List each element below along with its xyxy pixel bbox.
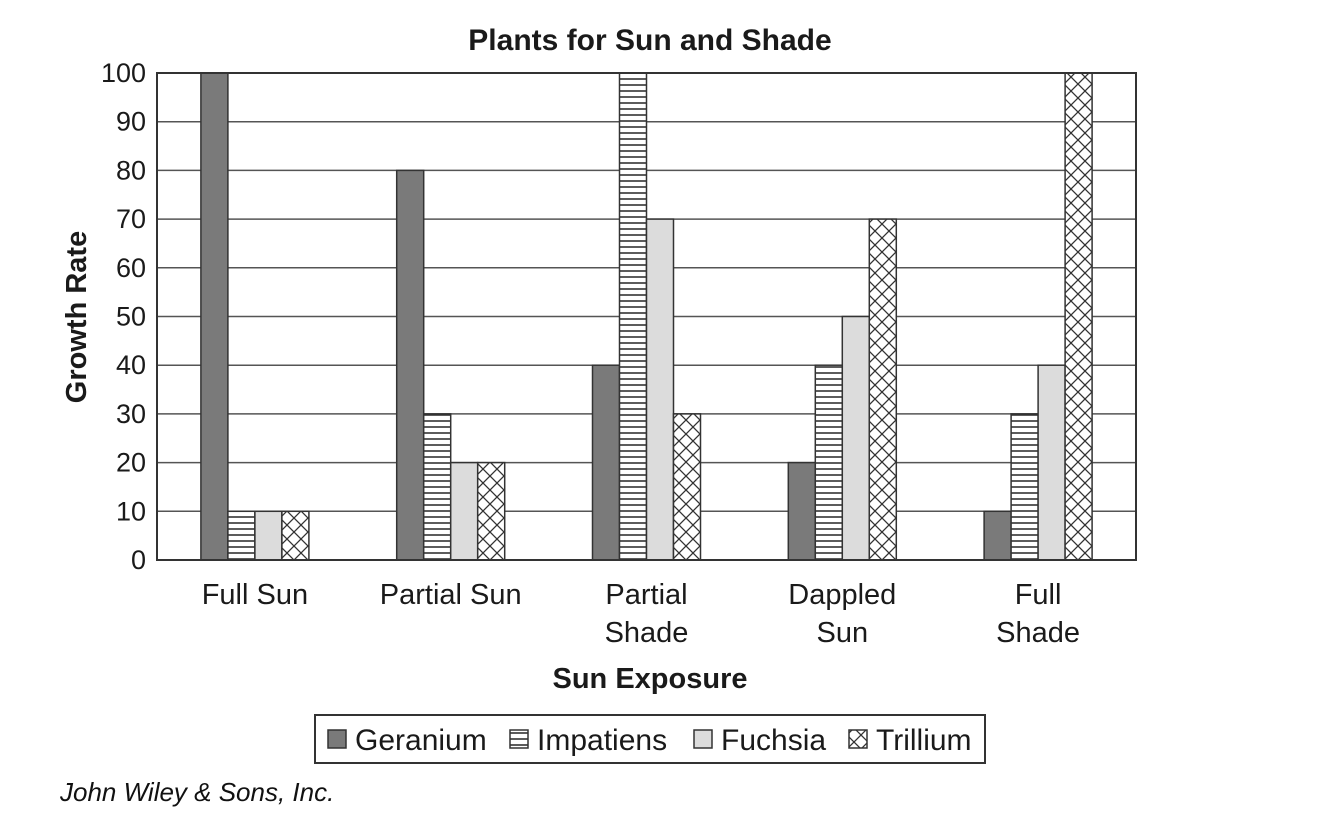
bar-geranium <box>787 461 817 561</box>
y-tick-label: 0 <box>131 545 146 575</box>
y-tick-label: 10 <box>116 496 146 526</box>
credit-line: John Wiley & Sons, Inc. <box>59 777 334 807</box>
legend-label-geranium: Geranium <box>355 724 487 757</box>
bar-impatiens <box>618 72 648 561</box>
x-tick-label: Partial Sun <box>380 579 522 611</box>
y-tick-label: 50 <box>116 302 146 332</box>
x-axis-categories: Full Sun Partial Sun Partial Shade Dappled Su… <box>202 579 1080 649</box>
bar-trillium <box>672 413 702 561</box>
legend: Geranium Impatiens Fuchsia Trillium <box>327 724 972 757</box>
chart-title: Plants for Sun and Shade <box>468 24 831 57</box>
y-tick-label: 100 <box>101 58 146 88</box>
y-tick-label: 80 <box>116 155 146 185</box>
x-tick-label: Full <box>1015 579 1062 611</box>
bar-fuchsia <box>1037 364 1066 561</box>
x-tick-label: Shade <box>605 617 689 649</box>
y-axis-label: Growth Rate <box>61 231 93 403</box>
legend-swatch-geranium <box>327 729 347 749</box>
y-tick-label: 20 <box>116 448 146 478</box>
legend-box <box>314 714 986 764</box>
bar-impatiens <box>814 364 844 561</box>
bar-trillium <box>281 510 310 561</box>
y-tick-label: 40 <box>116 350 146 380</box>
bar-geranium <box>983 510 1012 561</box>
bar-geranium <box>395 169 425 561</box>
bar-trillium <box>1064 72 1093 561</box>
x-tick-label: Partial <box>605 579 687 611</box>
legend-label-trillium: Trillium <box>876 724 972 757</box>
bar-impatiens <box>1010 413 1039 561</box>
bar-fuchsia <box>254 510 283 561</box>
y-axis-ticks: 0 10 20 30 40 50 60 70 80 90 100 <box>101 58 146 575</box>
legend-swatch-impatiens <box>509 729 529 749</box>
bar-geranium <box>200 72 229 561</box>
bar-fuchsia <box>841 315 871 561</box>
y-tick-label: 60 <box>116 253 146 283</box>
x-tick-label: Shade <box>996 617 1080 649</box>
legend-swatch-trillium <box>848 729 868 749</box>
bars <box>200 72 1093 561</box>
x-tick-label: Dappled <box>788 579 896 611</box>
legend-swatch-fuchsia <box>693 729 713 749</box>
bar-trillium <box>476 461 506 561</box>
bar-fuchsia <box>645 218 675 561</box>
bar-fuchsia <box>449 461 479 561</box>
bar-trillium <box>868 218 898 561</box>
y-tick-label: 70 <box>116 204 146 234</box>
bar-impatiens <box>422 413 452 561</box>
x-tick-label: Full Sun <box>202 579 308 611</box>
bar-geranium <box>591 364 621 561</box>
bar-impatiens <box>227 510 256 561</box>
y-tick-label: 90 <box>116 107 146 137</box>
plot-area-frame <box>156 72 1137 561</box>
legend-label-fuchsia: Fuchsia <box>721 724 826 757</box>
legend-label-impatiens: Impatiens <box>537 724 667 757</box>
x-axis-label: Sun Exposure <box>553 663 748 695</box>
x-tick-label: Sun <box>816 617 868 649</box>
y-tick-label: 30 <box>116 399 146 429</box>
